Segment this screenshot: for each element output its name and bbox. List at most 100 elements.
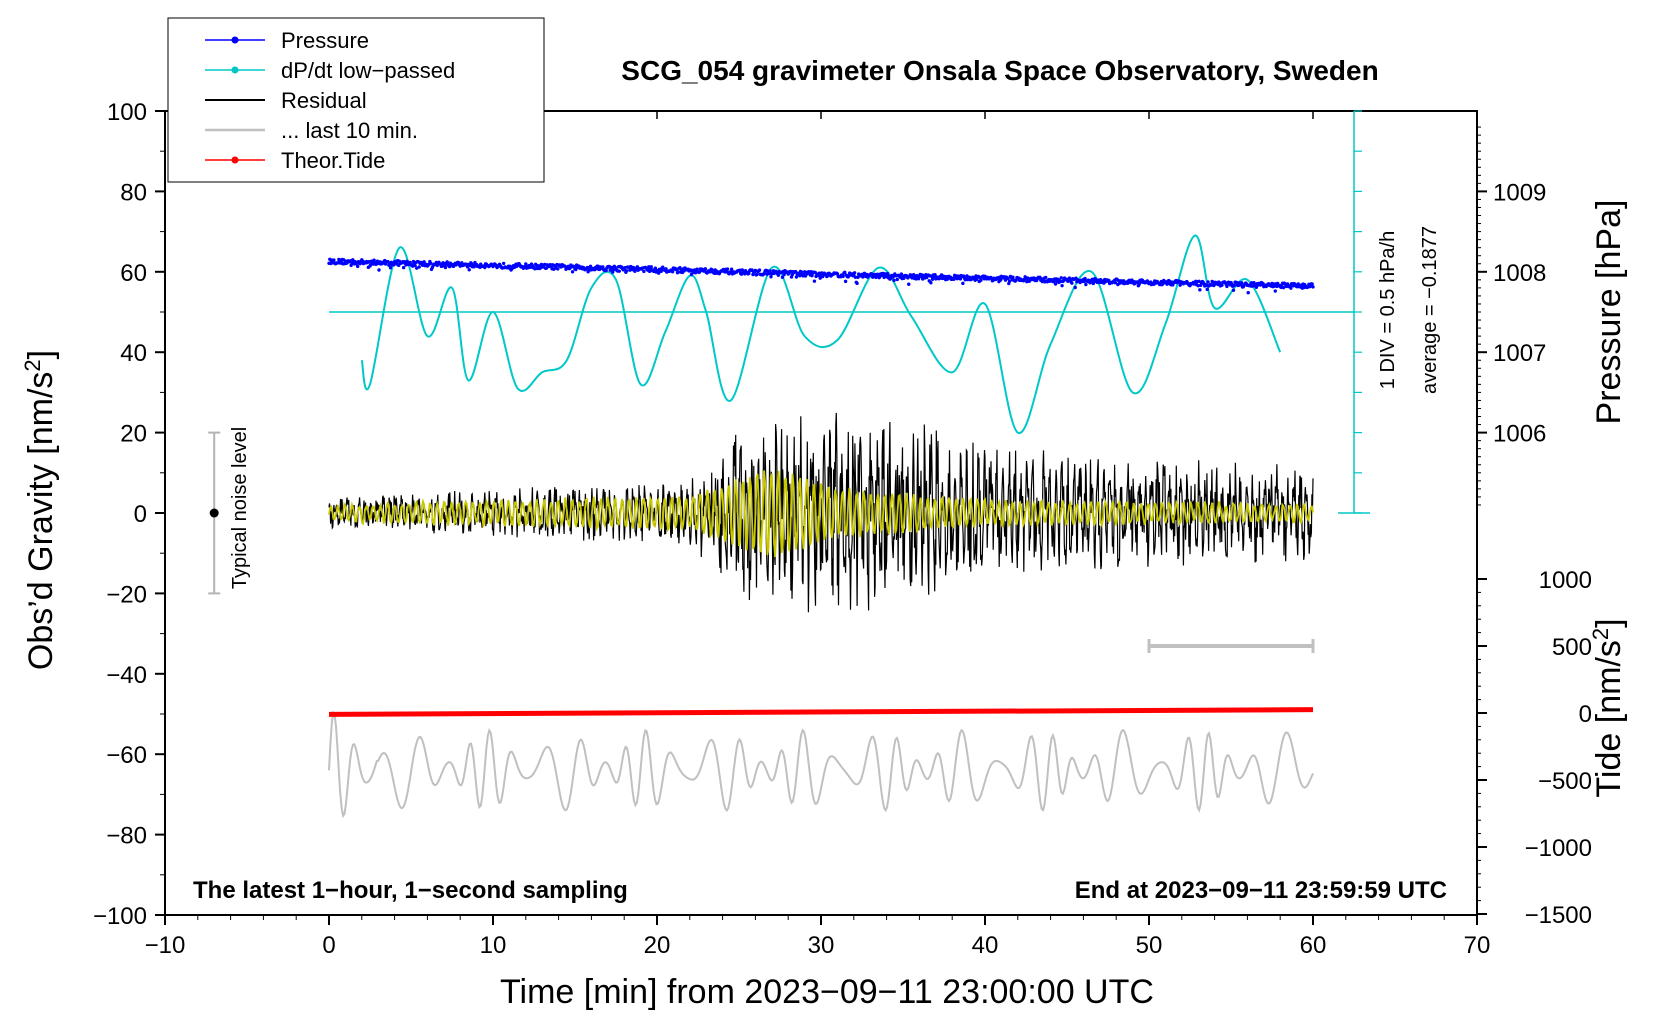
pressure-point [1273, 289, 1277, 293]
tide-axis: −1500 −1000 −500 0 500 1000 [1477, 567, 1592, 929]
residual-line [328, 412, 1314, 613]
pressure-point [843, 279, 848, 284]
pressure-point [855, 281, 859, 286]
pressure-axis-title: Pressure [hPa] [1590, 200, 1628, 425]
x-tick-label: 30 [808, 932, 835, 959]
pressure-point [401, 265, 406, 270]
theor-tide-line [328, 707, 1314, 717]
pressure-point [1198, 288, 1202, 292]
pressure-point [649, 265, 653, 269]
noise-bar-center [209, 508, 219, 518]
tide-tick-label: −500 [1538, 768, 1592, 795]
pressure-point [768, 269, 772, 273]
pressure-point [885, 271, 890, 276]
x-axis: −10 0 10 20 30 40 50 60 70 [145, 111, 1491, 959]
pressure-point [843, 270, 847, 275]
pressure-point [624, 269, 629, 273]
pressure-point [1311, 285, 1315, 289]
pressure-point [818, 276, 822, 280]
pressure-points [327, 257, 1315, 295]
pressure-point [524, 262, 528, 266]
tide-axis-title-close: ] [1590, 618, 1628, 627]
legend-item-residual: Residual [205, 88, 367, 113]
tide-tick-label: 0 [1579, 701, 1592, 728]
y-tick-label: 60 [120, 260, 147, 287]
pressure-point [769, 275, 773, 279]
pressure-point [1135, 280, 1140, 284]
y-axis-title: Obs’d Gravity [nm/s2] [20, 350, 60, 670]
x-tick-label: 40 [972, 932, 999, 959]
pressure-point [794, 275, 799, 279]
annotations-layer [208, 431, 1315, 653]
pressure-point [1310, 282, 1314, 286]
y-tick-label: 0 [134, 501, 147, 528]
y-tick-label: 40 [120, 340, 147, 367]
pressure-point [1084, 282, 1088, 287]
tide-axis-title: Tide [nm/s2] [1588, 618, 1628, 797]
tide-tick-label: −1000 [1525, 835, 1592, 862]
noise-level-label: Typical noise level [229, 427, 251, 589]
div-label: 1 DIV = 0.5 hPa/h [1377, 231, 1399, 389]
pressure-point [604, 268, 608, 273]
pressure-point [1220, 283, 1224, 287]
pressure-point [1178, 283, 1182, 287]
legend-label: dP/dt low−passed [281, 58, 455, 83]
y-tick-label: −40 [106, 662, 147, 689]
pressure-point [750, 268, 754, 272]
series-layer [327, 110, 1370, 819]
pressure-point [916, 276, 921, 281]
tide-axis-title-sup: 2 [1588, 628, 1613, 640]
pressure-point [642, 269, 646, 274]
pressure-point [793, 269, 798, 274]
x-tick-label: 70 [1464, 932, 1491, 959]
pressure-point [853, 275, 858, 279]
pressure-axis: 1006 1007 1008 1009 [1477, 126, 1546, 506]
pressure-point [443, 265, 448, 270]
pressure-point [835, 272, 840, 276]
legend-item-tide: Theor.Tide [205, 148, 385, 173]
legend-label: Pressure [281, 28, 369, 53]
pressure-point [788, 269, 793, 274]
pressure-point [725, 267, 730, 271]
last-10-min-line [328, 710, 1314, 819]
pressure-point [544, 266, 548, 270]
pressure-tick-label: 1007 [1493, 340, 1546, 367]
x-axis-title: Time [min] from 2023−09−11 23:00:00 UTC [500, 973, 1154, 1011]
pressure-point [961, 281, 965, 286]
chart-title: SCG_054 gravimeter Onsala Space Observat… [621, 55, 1378, 86]
pressure-point [1239, 281, 1244, 285]
pressure-point [1007, 279, 1012, 283]
pressure-point [678, 266, 682, 270]
pressure-point [417, 265, 421, 269]
y-tick-label: −20 [106, 581, 147, 608]
y-tick-label: 100 [107, 99, 147, 126]
pressure-point [664, 267, 668, 271]
y-tick-label: −60 [106, 742, 147, 769]
pressure-point [1197, 279, 1201, 284]
pressure-point [1043, 275, 1048, 280]
pressure-point [929, 281, 933, 285]
x-tick-label: 20 [644, 932, 671, 959]
tide-tick-label: 1000 [1539, 567, 1592, 594]
pressure-tick-label: 1009 [1493, 179, 1546, 206]
pressure-point [1060, 283, 1064, 288]
legend: Pressure dP/dt low−passed Residual ... l… [167, 17, 545, 183]
pressure-point [757, 268, 762, 272]
pressure-point [703, 267, 708, 271]
y-axis-title-sup: 2 [20, 359, 45, 371]
pressure-point [483, 265, 487, 270]
pressure-point [895, 277, 899, 282]
pressure-point [952, 277, 956, 281]
pressure-point [428, 261, 433, 265]
pressure-point [1113, 281, 1118, 285]
pressure-tick-label: 1006 [1493, 421, 1546, 448]
pressure-point [332, 258, 336, 262]
pressure-point [556, 267, 560, 271]
pressure-point [776, 273, 781, 277]
pressure-point [747, 271, 751, 276]
x-tick-label: 50 [1136, 932, 1163, 959]
pressure-point [852, 271, 857, 275]
x-tick-label: 10 [480, 932, 507, 959]
dpdt-line [360, 234, 1282, 434]
